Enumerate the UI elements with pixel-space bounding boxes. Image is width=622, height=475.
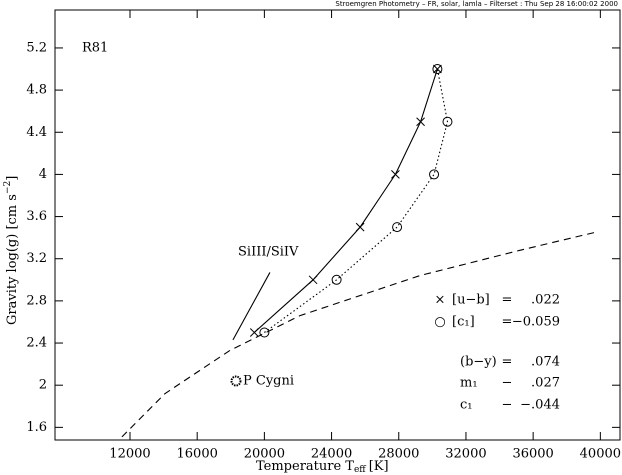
y-axis-label-end: ]	[5, 176, 20, 181]
series-line	[253, 68, 438, 333]
y-axis-label-main: Gravity log(g) [cm s	[5, 194, 20, 325]
y-tick-label: 2	[39, 378, 47, 393]
x-tick-label: 32000	[445, 447, 486, 462]
panel-label: R81	[82, 41, 108, 56]
x-tick-label: 20000	[244, 447, 285, 462]
y-tick-label: 2.8	[26, 293, 47, 308]
legend-symbol: ○	[434, 315, 445, 330]
x-tick-label: 16000	[177, 447, 218, 462]
x-tick-label: 24000	[311, 447, 352, 462]
y-tick-label: 5.2	[26, 40, 47, 55]
x-axis-label: Temperature Teff [K]	[256, 459, 389, 475]
x-axis-label-sub: eff	[354, 465, 366, 475]
y-axis-label: Gravity log(g) [cm s−2]	[3, 176, 20, 325]
x-tick-label: 36000	[512, 447, 553, 462]
circle-marker	[432, 64, 443, 75]
legend-value: .022	[531, 293, 560, 308]
header: Stroemgren Photometry – FR, solar, lamla…	[335, 0, 618, 8]
legend-value: −.044	[520, 398, 560, 413]
x-axis-label-main: Temperature T	[256, 459, 354, 474]
legend-value: .027	[531, 376, 560, 391]
series-line	[121, 231, 596, 438]
legend-name: (b−y)	[460, 355, 497, 370]
circle-marker	[392, 222, 403, 233]
x-marker	[433, 64, 442, 74]
legend-name: c₁	[460, 398, 473, 413]
y-tick-label: 1.6	[26, 420, 47, 435]
series-line	[232, 272, 271, 341]
legend-name: [u−b]	[452, 293, 490, 308]
x-marker	[391, 170, 400, 179]
x-marker	[249, 328, 259, 337]
x-axis-label-unit: [K]	[369, 459, 389, 474]
frame	[54, 9, 621, 441]
circle-marker	[442, 116, 453, 127]
y-tick-label: 4	[39, 167, 47, 182]
legend-sep: −	[502, 398, 513, 413]
x-marker	[308, 275, 318, 285]
x-tick-label: 40000	[580, 447, 621, 462]
y-tick-label: 4.8	[26, 83, 47, 98]
x-tick-label: 12000	[109, 447, 150, 462]
legend-value: −0.059	[512, 315, 560, 330]
x-marker	[355, 222, 365, 232]
legend-sep: =	[502, 355, 513, 370]
x-tick-label: 28000	[378, 447, 419, 462]
y-axis-label-sup: −2	[3, 181, 13, 194]
circle-marker	[259, 327, 270, 338]
legend-sep: −	[502, 376, 513, 391]
circle-marker	[429, 169, 440, 180]
y-tick-label: 3.2	[26, 251, 47, 266]
line-label: SiIII/SiIV	[238, 245, 299, 260]
circle-marker	[331, 274, 342, 285]
y-tick-label: 4.4	[26, 125, 47, 140]
legend-symbol: ×	[435, 293, 446, 308]
legend-value: .074	[531, 355, 560, 370]
y-tick-label: 3.6	[26, 209, 47, 224]
legend-name: [c₁]	[452, 315, 475, 330]
star-marker	[230, 375, 242, 387]
series-line	[264, 68, 449, 333]
legend-sep: =	[502, 293, 513, 308]
legend-sep: =	[502, 315, 513, 330]
legend-name: m₁	[460, 376, 478, 391]
x-marker	[416, 117, 425, 127]
star-label: P Cygni	[243, 374, 294, 389]
y-tick-label: 2.4	[26, 336, 47, 351]
